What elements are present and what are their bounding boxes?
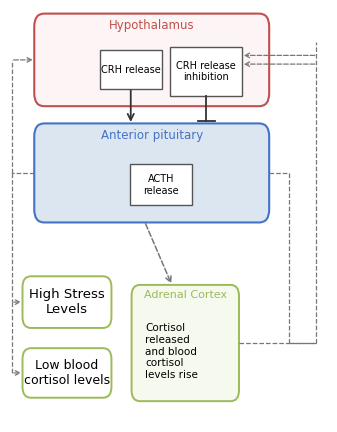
Text: Hypothalamus: Hypothalamus — [109, 19, 194, 32]
FancyBboxPatch shape — [170, 47, 242, 96]
Text: CRH release
inhibition: CRH release inhibition — [176, 61, 236, 83]
FancyBboxPatch shape — [100, 50, 162, 89]
FancyBboxPatch shape — [23, 348, 112, 398]
Text: Adrenal Cortex: Adrenal Cortex — [144, 290, 227, 301]
Text: CRH release: CRH release — [101, 65, 161, 75]
FancyBboxPatch shape — [34, 124, 269, 222]
Text: Cortisol
released
and blood
cortisol
levels rise: Cortisol released and blood cortisol lev… — [145, 324, 198, 380]
Text: High Stress
Levels: High Stress Levels — [29, 288, 105, 316]
Text: Anterior pituitary: Anterior pituitary — [100, 129, 203, 142]
FancyBboxPatch shape — [34, 14, 269, 106]
FancyBboxPatch shape — [23, 276, 112, 328]
Text: ACTH
release: ACTH release — [143, 174, 179, 196]
FancyBboxPatch shape — [130, 164, 192, 205]
Text: Low blood
cortisol levels: Low blood cortisol levels — [24, 359, 110, 387]
FancyBboxPatch shape — [131, 285, 239, 401]
